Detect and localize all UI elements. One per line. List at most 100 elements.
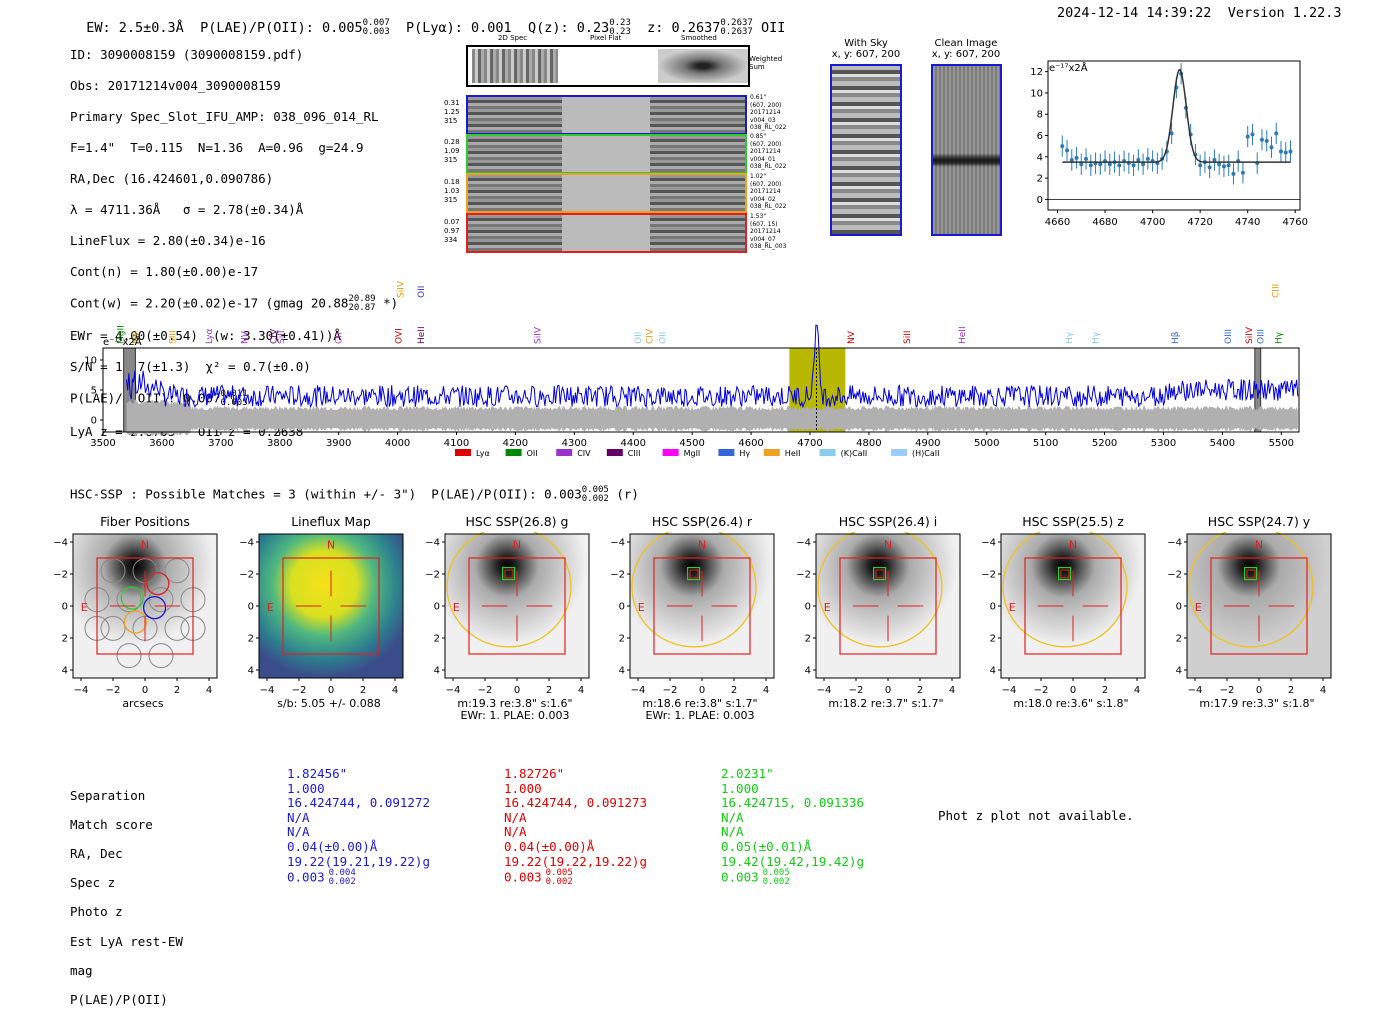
hsc-summary-lo: 0.002: [581, 494, 609, 504]
thumb-ytick-label: −4: [610, 538, 625, 549]
match-value-text: 16.424744, 0.091272: [287, 795, 430, 811]
thumbnail-caption-2: EWr: 1. PLAE: 0.003: [460, 709, 570, 722]
thumbnail-2: Lineflux Map N E −4 4 −2 2 0 0 2 −2 4 −4 s/b: 5.05 +/…: [229, 510, 429, 725]
thumb-xtick-label: 2: [917, 685, 923, 696]
match-box-green: [501, 566, 516, 581]
match-value: 0.05(±0.01)Å: [721, 838, 864, 855]
header-line: EW: 2.5±0.3Å P(LAE)/P(OII): 0.0050.007 0.…: [70, 3, 785, 37]
match-value-text: 0.05(±0.01)Å: [721, 838, 812, 854]
zoom-data-point: [1084, 156, 1089, 161]
match-value: 0.04(±0.00)Å: [504, 839, 647, 855]
pixel-flat-4: [562, 215, 650, 251]
zoom-ytick-label: 10: [1030, 88, 1043, 99]
spectral-line-label: CIII: [1271, 284, 1281, 298]
cutout-row-1: [466, 95, 747, 135]
match-box-green: [1243, 566, 1258, 581]
header-z-line: OII: [760, 20, 786, 36]
full-ytick-label: 5: [91, 386, 97, 397]
cutout-panel: 2D Spec Pixel Flat Smoothed Weighted Sum…: [444, 33, 787, 253]
full-xtick-label: 5500: [1269, 438, 1294, 449]
east-label: E: [453, 601, 460, 614]
thumbnail-caption: m:18.2 re:3.7" s:1.7": [828, 697, 944, 710]
thumb-xtick-label: 0: [514, 685, 520, 696]
thumb-xtick-label: −4: [74, 685, 89, 696]
pixel-flat-1: [562, 97, 650, 133]
thumb-ytick-label: 2: [805, 634, 811, 645]
thumb-ytick-label: 4: [990, 666, 996, 677]
legend-swatch: [662, 449, 679, 456]
label-mag: mag: [70, 962, 93, 978]
match-value: 0.003 0.005 0.002: [504, 869, 647, 887]
zoom-data-point: [1117, 163, 1122, 168]
thumb-ytick-label: 0: [248, 602, 254, 613]
match-value: 19.22(19.22,19.22)g: [504, 854, 647, 870]
thumb-ytick-label: −4: [981, 538, 996, 549]
thumb-ytick-label: 4: [619, 666, 625, 677]
zoom-data-point: [1264, 138, 1269, 143]
legend-label: MgII: [684, 449, 701, 458]
thumbnail-6: HSC SSP(25.5) z N E −4 4 −2 2 0 0 2 −2 4 −4 m:18.0 re…: [971, 510, 1171, 725]
thumb-xtick-label: −2: [849, 685, 864, 696]
match-value: 1.000: [287, 781, 430, 797]
thumb-ytick-label: −4: [1167, 538, 1182, 549]
match-value-text: 1.000: [721, 780, 759, 796]
zoom-data-point: [1269, 145, 1274, 150]
match-value: N/A: [287, 825, 430, 840]
zoom-x-ticks: 4660 4680 4700 4720 4740 4760: [1045, 210, 1308, 228]
thumb-ytick-label: 4: [434, 666, 440, 677]
thumb-ytick-label: −4: [53, 538, 68, 549]
legend-label: Lyα: [476, 449, 490, 458]
zoom-data-point: [1065, 148, 1070, 153]
thumb-xtick-label: −4: [1188, 685, 1203, 696]
thumb-xtick-label: −2: [106, 685, 121, 696]
info-line-radec: RA,Dec (16.424601,0.090786): [70, 170, 274, 186]
thumbnail-1: Fiber Positions N E −4 4 −2 2 0 0 2 −2 4 −4 arcsecs: [43, 510, 243, 725]
thumbnail-caption: arcsecs: [122, 697, 164, 710]
thumb-xtick-label: 4: [1320, 685, 1326, 696]
thumbnail-7: HSC SSP(24.7) y N E −4 4 −2 2 0 0 2 −2 4 −4 m:17.9 re…: [1157, 510, 1357, 725]
match-value-text: 2.0231": [721, 766, 774, 781]
legend-swatch: [819, 449, 836, 456]
match-box-red: [1246, 569, 1256, 579]
thumbnail-image: N E −4 4 −2 2 0 0 2 −2 4 −4: [53, 533, 218, 696]
thumb-xtick-label: 2: [546, 685, 552, 696]
pixel-flat-2: [562, 136, 650, 172]
spectral-line-label: SIII: [168, 330, 178, 344]
hsc-summary-band: (r): [608, 486, 639, 502]
zoom-data-point: [1259, 137, 1264, 142]
zoom-data-point: [1069, 157, 1074, 162]
spectral-line-label: NV: [131, 330, 141, 344]
thumb-ytick-label: 2: [248, 634, 254, 645]
label-photo-z: Photo z: [70, 904, 123, 920]
thumb-ytick-label: −4: [425, 538, 440, 549]
zoom-data-point: [1240, 170, 1245, 175]
zoom-chart: e⁻¹⁷x2Å 0 2 4 6 8 10 12 4660 4680 4700 4720 4740 47…: [1030, 60, 1308, 228]
photz-note: Phot z plot not available.: [938, 808, 1134, 823]
full-ytick-label: 0: [91, 416, 97, 427]
north-label: N: [884, 538, 892, 551]
version: Version 1.22.3: [1227, 5, 1342, 21]
full-xtick-label: 5000: [974, 438, 999, 449]
cutout-row2-left: 0.28 1.09 315: [444, 138, 460, 164]
zoom-data-point: [1245, 134, 1250, 139]
legend-label: (H)CaII: [912, 449, 939, 458]
zoom-data-point: [1169, 131, 1174, 136]
thumb-xtick-label: −4: [631, 685, 646, 696]
thumbnail-title: Lineflux Map: [291, 514, 371, 529]
aperture-ellipse: [631, 532, 757, 648]
match-box-green: [686, 566, 701, 581]
header-plae-hi: 0.007: [362, 18, 390, 28]
info-line-ewr: EWr = 4.00(±0.54) (w: 3.30(±0.41))Å: [70, 328, 341, 343]
thumbnail-4: HSC SSP(26.4) r N E −4 4 −2 2 0 0 2 −2 4 −4 m:18.6 re…: [600, 510, 800, 725]
zoom-ytick-label: 12: [1030, 67, 1043, 78]
thumbnail-caption-2: EWr: 1. PLAE: 0.003: [645, 709, 755, 722]
thumb-xtick-label: 2: [1102, 685, 1108, 696]
zoom-data-point: [1288, 149, 1293, 154]
cutout-row2-right: 0.85" (607, 200) 20171214 v004_01 038_RL…: [750, 133, 787, 170]
info-gmag-lo: 20.87: [348, 302, 376, 313]
thumb-ytick-label: −2: [239, 570, 254, 581]
zoom-xtick-label: 4760: [1283, 217, 1308, 228]
zoom-ytick-label: 4: [1037, 152, 1043, 163]
spectral-line-label: CII: [335, 332, 345, 344]
